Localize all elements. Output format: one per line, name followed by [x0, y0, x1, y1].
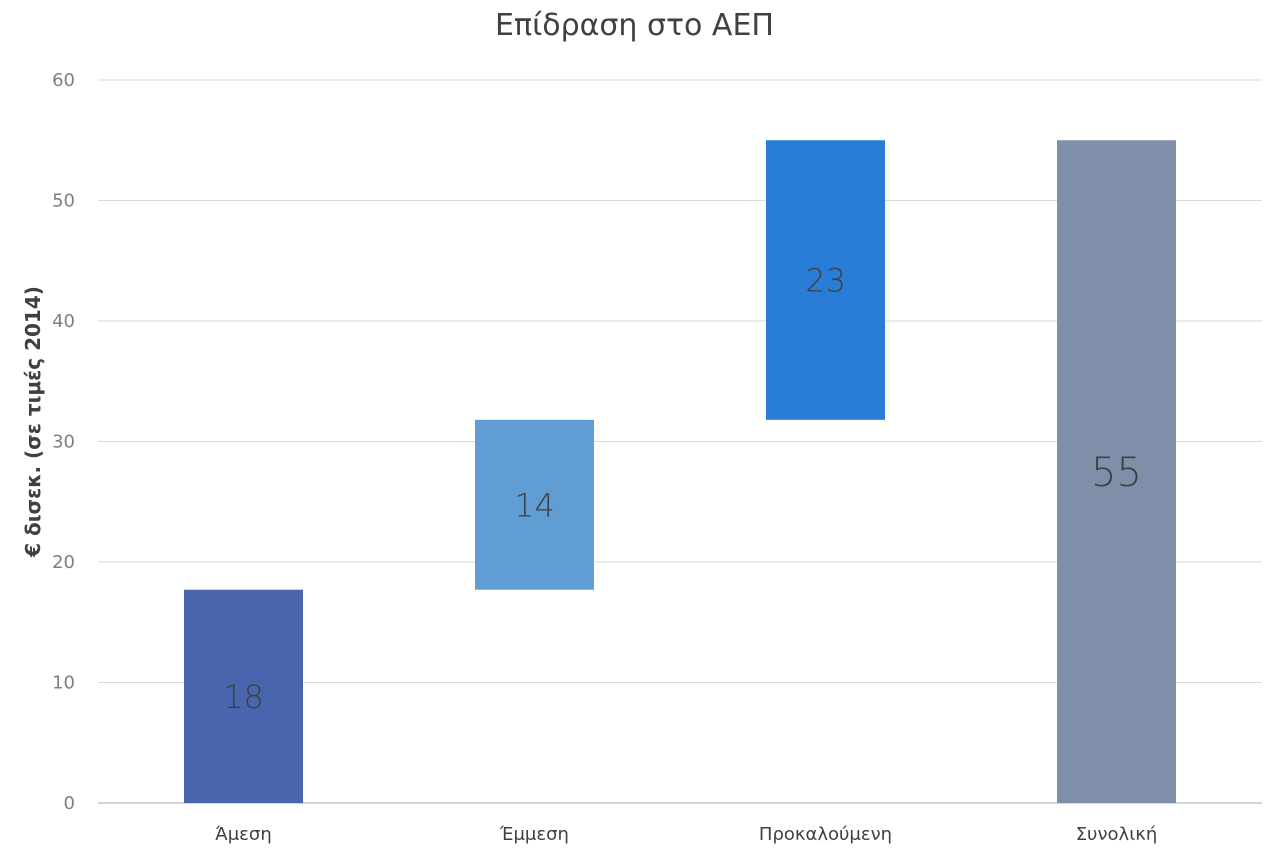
y-tick-label: 20	[52, 552, 75, 573]
x-tick-label: Συνολική	[1076, 824, 1158, 845]
y-tick-label: 10	[52, 673, 75, 694]
x-tick-label: Προκαλούμενη	[759, 824, 892, 845]
y-axis-label: € δισεκ. (σε τιμές 2014)	[21, 286, 45, 558]
y-tick-label: 0	[64, 793, 75, 814]
bar	[475, 419, 594, 590]
data-label: 55	[1091, 450, 1142, 496]
y-tick-label: 30	[52, 432, 75, 453]
data-label: 14	[514, 486, 555, 524]
x-tick-label: Άμεση	[215, 824, 271, 845]
bar	[1057, 140, 1176, 803]
chart-title: Επίδραση στο ΑΕΠ	[495, 8, 774, 43]
data-label: 23	[805, 262, 846, 300]
bar	[766, 140, 885, 420]
bar	[184, 589, 303, 803]
y-tick-label: 40	[52, 311, 75, 332]
y-tick-label: 50	[52, 191, 75, 212]
y-tick-label: 60	[52, 70, 75, 91]
x-tick-label: Έμμεση	[499, 824, 569, 845]
data-label: 18	[223, 678, 264, 716]
